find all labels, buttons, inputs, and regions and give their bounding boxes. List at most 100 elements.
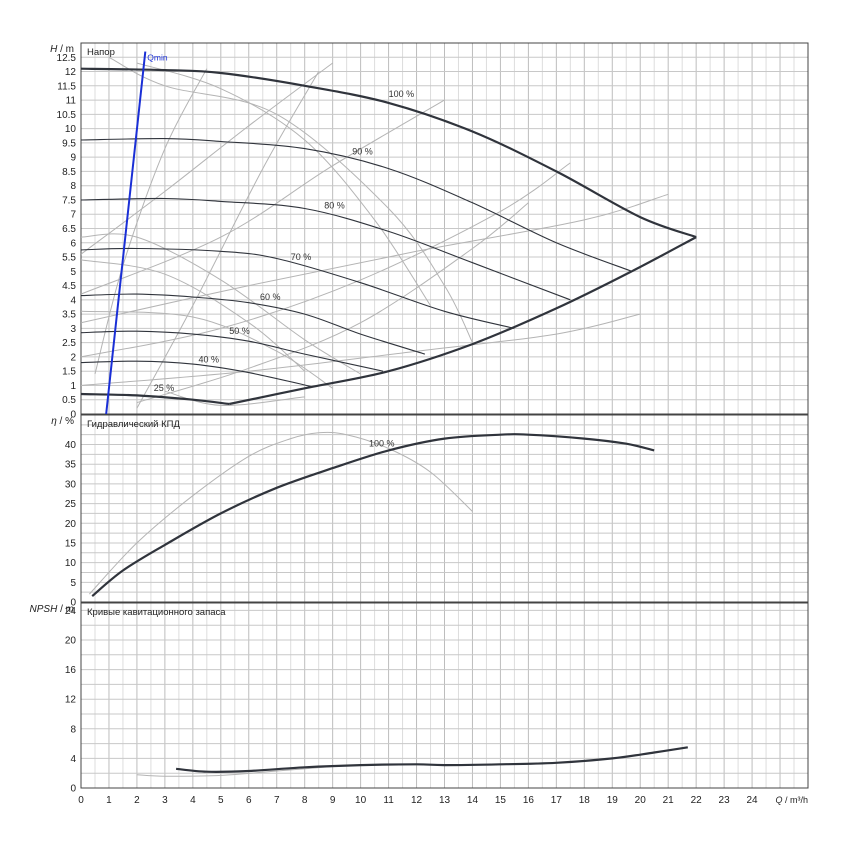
y-tick-label: 35 (65, 460, 77, 471)
y-tick-label: 0 (70, 598, 76, 609)
x-tick-label: 13 (439, 795, 451, 806)
x-axis-variable: Q (775, 795, 782, 805)
qmin-line (105, 51, 147, 415)
speed-curve-label: 50 % (229, 326, 250, 336)
efficiency-panel-title: Гидравлический КПД (87, 419, 180, 430)
iso-efficiency-line (80, 162, 571, 358)
y-tick-label: 4.5 (62, 281, 76, 292)
efficiency-curve-label: 100 % (369, 438, 395, 448)
npsh-reference-curve (136, 766, 333, 777)
x-tick-label: 21 (663, 795, 675, 806)
efficiency-grid: 0 5 10 15 20 25 30 35 40 η / % Гидравлический КПД (51, 414, 809, 609)
npsh-y-axis-label: NPSH / m (30, 604, 74, 615)
x-tick-label: 20 (635, 795, 647, 806)
y-tick-label: 9.5 (62, 138, 76, 149)
y-tick-label: 12.5 (57, 53, 77, 64)
y-tick-label: 20 (65, 636, 77, 647)
y-tick-label: 15 (65, 538, 77, 549)
speed-curve-label: 60 % (260, 292, 281, 302)
y-tick-label: 11.5 (57, 81, 76, 92)
iso-efficiency-line (136, 71, 320, 409)
y-tick-label: 1 (70, 381, 76, 392)
efficiency-curve (91, 433, 655, 597)
x-tick-label: 9 (330, 795, 336, 806)
speed-curves: 100 % 90 % 80 % 70 % 60 % 50 % 40 % 25 % (80, 67, 697, 406)
x-tick-label: 5 (218, 795, 224, 806)
y-tick-label: 10 (65, 124, 77, 135)
speed-curve (80, 67, 697, 239)
y-tick-label: 20 (65, 519, 77, 530)
y-tick-label: 5.5 (62, 253, 76, 264)
y-tick-label: 9 (70, 153, 76, 164)
y-tick-label: 6.5 (62, 224, 76, 235)
x-tick-label: 15 (495, 795, 507, 806)
head-panel-title: Напор (87, 47, 115, 58)
efficiency-y-axis-label: η / % (51, 416, 74, 427)
y-tick-label: 6 (70, 238, 76, 249)
speed-curve (80, 293, 426, 355)
y-tick-label: 30 (65, 479, 77, 490)
speed-curve-label: 80 % (324, 201, 345, 211)
y-tick-label: 0 (70, 410, 76, 421)
y-tick-label: 12 (65, 695, 77, 706)
x-tick-label: 1 (106, 795, 112, 806)
iso-efficiency-line (94, 68, 208, 375)
speed-curve (80, 330, 384, 372)
x-tick-label: 16 (523, 795, 535, 806)
x-tick-label: 12 (411, 795, 423, 806)
speed-curve-label: 90 % (352, 146, 373, 156)
y-tick-label: 4 (70, 295, 76, 306)
y-tick-label: 12 (65, 67, 77, 78)
x-axis: 0 1 2 3 4 5 6 7 8 9 10 11 12 13 14 15 16 17 18 19 20 21 22 23 24… (78, 795, 808, 806)
x-tick-label: 0 (78, 795, 84, 806)
head-y-axis-label: H / m (50, 44, 74, 55)
y-axis-unit: / % (57, 416, 74, 427)
speed-curve (80, 138, 632, 272)
x-tick-label: 19 (607, 795, 619, 806)
y-tick-label: 5 (70, 267, 76, 278)
y-tick-label: 0 (70, 784, 76, 795)
y-tick-label: 1.5 (62, 367, 76, 378)
npsh-frame (80, 602, 809, 789)
y-tick-label: 10 (65, 558, 77, 569)
x-axis-unit: / m³/h (782, 795, 808, 805)
y-tick-label: 3 (70, 324, 76, 335)
y-tick-label: 11 (66, 96, 77, 107)
iso-efficiency-line (136, 202, 529, 404)
qmin-label: Qmin (147, 53, 168, 63)
iso-efficiency-line (80, 193, 669, 324)
x-tick-label: 6 (246, 795, 252, 806)
x-tick-label: 24 (747, 795, 759, 806)
x-tick-label: 2 (134, 795, 140, 806)
speed-curve (80, 197, 571, 301)
y-tick-label: 8.5 (62, 167, 76, 178)
speed-curve (80, 247, 515, 329)
minimum-speed-envelope (228, 236, 697, 406)
x-tick-label: 4 (190, 795, 196, 806)
speed-curve-label: 40 % (198, 355, 219, 365)
speed-curve-label: 70 % (291, 252, 312, 262)
y-tick-label: 2.5 (62, 338, 76, 349)
iso-efficiency-line (80, 62, 333, 255)
x-tick-label: 23 (719, 795, 731, 806)
y-axis-unit: / m (57, 44, 74, 55)
efficiency-frame (80, 414, 809, 603)
x-tick-label: 10 (355, 795, 367, 806)
x-tick-label: 3 (162, 795, 168, 806)
speed-curve (80, 392, 230, 406)
x-tick-label: 8 (302, 795, 308, 806)
y-tick-label: 4 (70, 754, 76, 765)
x-tick-label: 17 (551, 795, 563, 806)
y-axis-variable: H (50, 44, 58, 55)
speed-curve-label: 25 % (154, 383, 175, 393)
y-tick-label: 3.5 (62, 310, 76, 321)
y-tick-label: 16 (65, 665, 77, 676)
y-tick-label: 8 (70, 181, 76, 192)
y-tick-label: 2 (70, 352, 76, 363)
y-tick-label: 7 (70, 210, 76, 221)
y-tick-label: 24 (65, 606, 77, 617)
x-tick-label: 18 (579, 795, 591, 806)
